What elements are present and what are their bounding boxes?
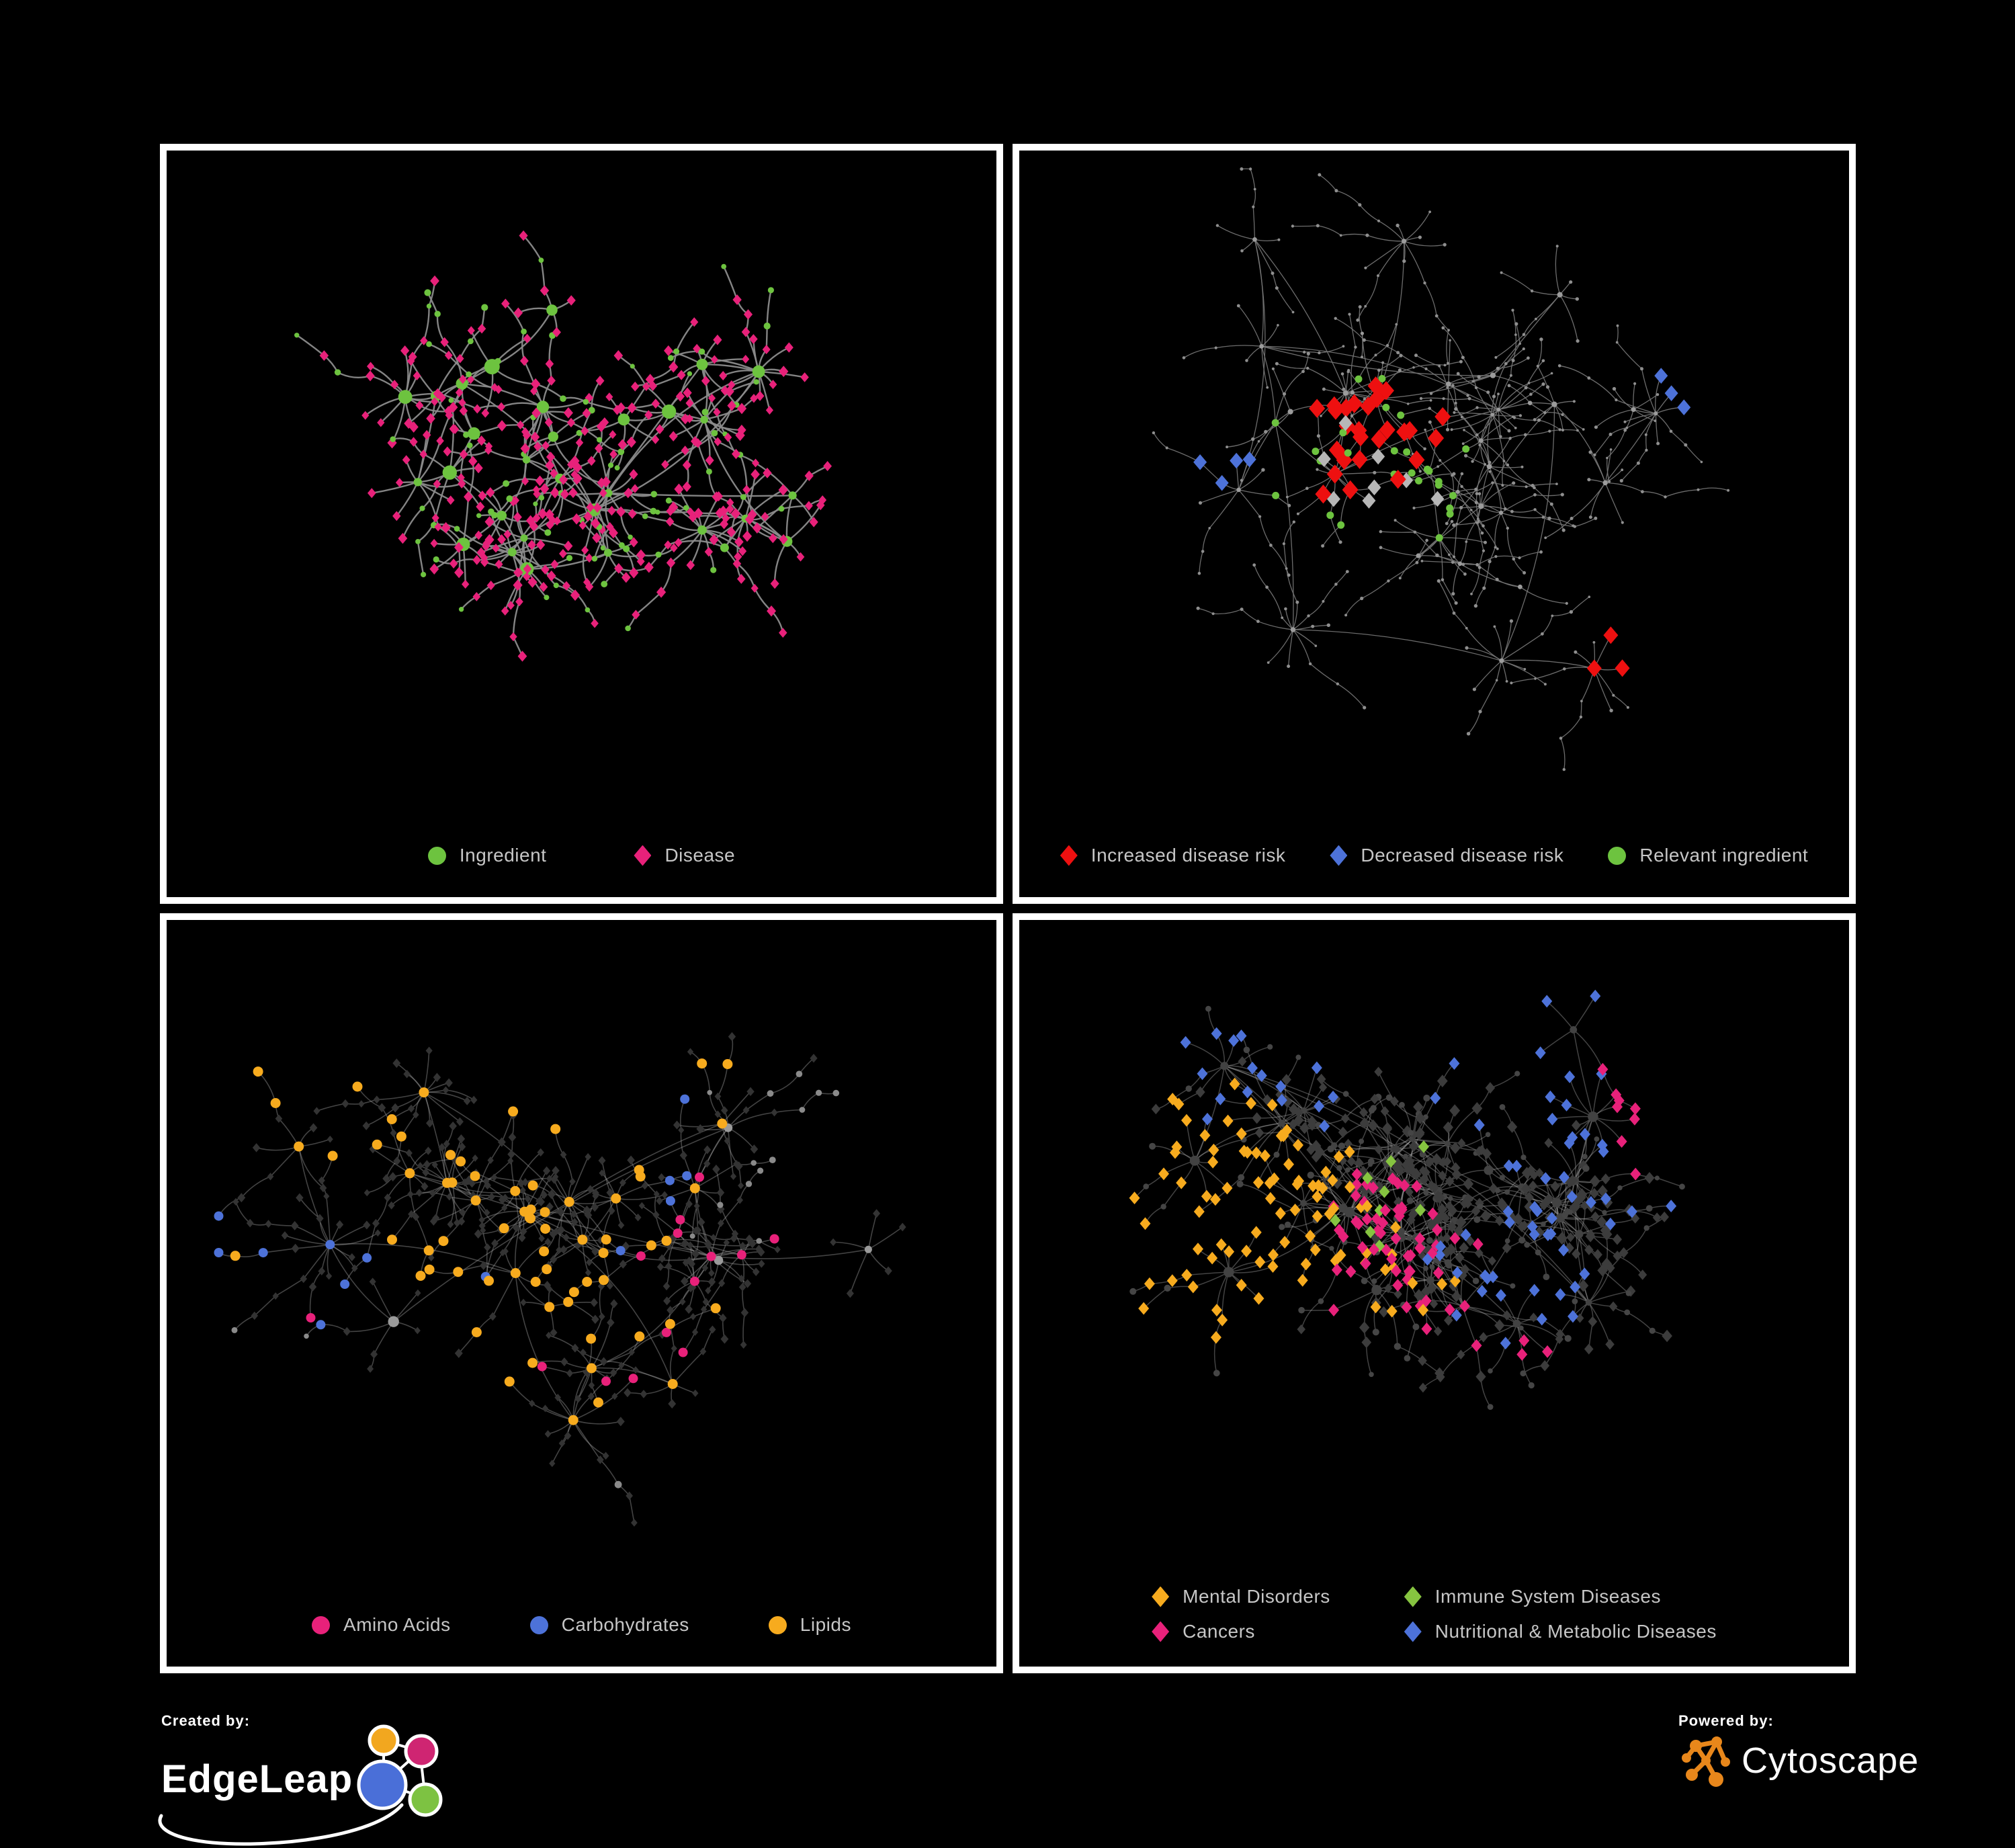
network-nodes	[231, 1032, 906, 1527]
legend-item-nutritional-metabolic-diseases: Nutritional & Metabolic Diseases	[1404, 1621, 1717, 1642]
edgeleap-logo-icon	[357, 1724, 443, 1817]
legend-diamond-marker	[1060, 845, 1078, 866]
legend-item-relevant-ingredient: Relevant ingredient	[1608, 845, 1808, 866]
network-nodes	[1152, 167, 1730, 771]
nutrient-category-network-graph	[214, 1032, 906, 1527]
panel-grid: Ingredient Disease Increased disease risk…	[160, 144, 1856, 1673]
disease-risk-network-graph	[1152, 167, 1730, 771]
legend-circle-marker	[312, 1615, 331, 1634]
network-edges	[296, 235, 828, 657]
cytoscape-logo-icon	[1682, 1736, 1730, 1787]
network-highlight-nodes	[214, 1058, 779, 1425]
legend-item-disease: Disease	[634, 845, 735, 866]
legend-label: Carbohydrates	[561, 1614, 689, 1635]
legend-label: Relevant ingredient	[1639, 845, 1809, 866]
legend-label: Cancers	[1183, 1621, 1255, 1642]
legend-item-mental-disorders: Mental Disorders	[1152, 1586, 1330, 1607]
legend-diamond-marker	[634, 845, 652, 866]
network-highlight-nodes	[1193, 368, 1691, 677]
legend-diamond-marker	[1404, 1586, 1422, 1607]
legend-label: Disease	[664, 845, 736, 866]
legend-circle-marker	[529, 1615, 548, 1634]
legend-label: Decreased disease risk	[1361, 845, 1564, 866]
legend-label: Increased disease risk	[1090, 845, 1286, 866]
legend-label: Nutritional & Metabolic Diseases	[1434, 1621, 1717, 1642]
legend-disease-risk: Increased disease risk Decreased disease …	[1019, 841, 1849, 897]
created-by-label: Created by:	[161, 1712, 251, 1729]
legend-diamond-marker	[1404, 1621, 1422, 1642]
legend-diamond-marker	[1152, 1621, 1170, 1642]
cytoscape-wordmark: Cytoscape	[1742, 1740, 1920, 1781]
legend-item-amino-acids: Amino Acids	[312, 1614, 451, 1636]
panel-disease-categories: Mental Disorders Immune System Diseases Ca…	[1013, 913, 1856, 1673]
cytoscape-brand-block: Powered by: Cytoscape	[1678, 1712, 1919, 1789]
panel-ingredient-disease: Ingredient Disease	[160, 144, 1003, 904]
legend-circle-marker	[1608, 846, 1627, 865]
network-edges	[1153, 168, 1729, 770]
panel-nutrient-categories: Amino Acids Carbohydrates Lipids	[160, 913, 1003, 1673]
legend-item-lipids: Lipids	[768, 1614, 851, 1636]
legend-diamond-marker	[1152, 1586, 1170, 1607]
legend-disease-categories: Mental Disorders Immune System Diseases Ca…	[1019, 1582, 1849, 1667]
legend-label: Mental Disorders	[1183, 1586, 1330, 1607]
network-nodes	[294, 230, 832, 662]
legend-item-cancers: Cancers	[1152, 1621, 1330, 1642]
legend-label: Amino Acids	[343, 1614, 451, 1635]
legend-item-increased-disease-risk: Increased disease risk	[1060, 845, 1286, 866]
legend-item-carbohydrates: Carbohydrates	[529, 1614, 689, 1636]
legend-item-immune-system-diseases: Immune System Diseases	[1404, 1586, 1717, 1607]
legend-item-ingredient: Ingredient	[427, 845, 547, 866]
panel-disease-risk: Increased disease risk Decreased disease …	[1013, 144, 1856, 904]
legend-label: Lipids	[800, 1614, 851, 1635]
ingredient-disease-network-graph	[294, 230, 832, 662]
disease-category-network-graph	[1129, 989, 1685, 1410]
legend-circle-marker	[427, 846, 446, 865]
legend-label: Ingredient	[459, 845, 547, 866]
edgeleap-wordmark: EdgeLeap	[161, 1757, 353, 1801]
legend-label: Immune System Diseases	[1434, 1586, 1661, 1607]
powered-by-label: Powered by:	[1678, 1712, 1774, 1729]
legend-circle-marker	[768, 1615, 787, 1634]
network-highlight-nodes	[1129, 989, 1677, 1361]
legend-item-decreased-disease-risk: Decreased disease risk	[1330, 845, 1563, 866]
edgeleap-brand-block: Created by: EdgeLeap	[158, 1712, 456, 1846]
legend-nutrient-categories: Amino Acids Carbohydrates Lipids	[167, 1610, 996, 1667]
legend-diamond-marker	[1330, 845, 1348, 866]
legend-ingredient-disease: Ingredient Disease	[167, 841, 996, 897]
